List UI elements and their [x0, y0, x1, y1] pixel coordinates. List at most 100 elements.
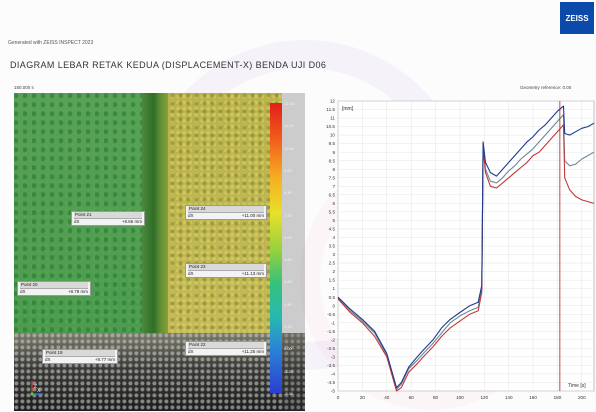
colorbar-background — [282, 93, 305, 411]
point-label-24[interactable]: Point 24 dX +11.00 mm — [185, 205, 267, 220]
y-tick-label: 6 — [332, 201, 335, 206]
x-tick-label: 160 — [529, 395, 537, 400]
point-name: Point 21 — [74, 212, 142, 219]
colorbar-tick: 0.00 — [284, 346, 292, 352]
y-tick-label: 10.5 — [326, 124, 335, 129]
x-tick-labels: 0 20 40 60 80 100 120 140 160 180 200 — [337, 395, 586, 400]
point-name: Point 20 — [20, 282, 88, 289]
point-label-22[interactable]: Point 22 dX +11.25 mm — [185, 341, 267, 356]
point-quantity: dX — [74, 219, 80, 224]
colorbar-tick: 12.00 — [284, 101, 295, 106]
y-tick-label: -0.5 — [327, 312, 335, 317]
point-value: +11.25 mm — [241, 349, 264, 354]
x-tick-label: 180 — [554, 395, 562, 400]
x-tick-label: 40 — [384, 395, 390, 400]
colorbar-tick: 1.20 — [284, 324, 292, 330]
y-tick-label: -2.5 — [327, 346, 335, 351]
y-tick-label: 2.5 — [329, 261, 336, 266]
y-tick-label: 11 — [330, 116, 335, 121]
point-name: Point 22 — [188, 342, 264, 349]
y-tick-label: 5 — [332, 218, 335, 223]
y-tick-label: 11.5 — [326, 107, 335, 112]
x-tick-label: 20 — [360, 395, 366, 400]
y-tick-label: 2 — [332, 269, 335, 274]
y-tick-label: 8 — [332, 167, 335, 172]
point-value: +11.13 mm — [241, 271, 264, 276]
y-tick-label: 3.5 — [329, 244, 336, 249]
y-tick-label: 10 — [330, 133, 336, 138]
x-tick-label: 120 — [480, 395, 488, 400]
colorbar-tick: 10.80 — [284, 145, 295, 151]
y-tick-label: 6.5 — [329, 192, 336, 197]
generated-with-text: Generated with ZEISS INSPECT 2023 — [8, 40, 94, 46]
series-line — [337, 114, 595, 390]
dic-image-panel[interactable]: 12.00 11.40 10.80 9.60 8.40 7.20 6.00 4.80 3.60 2… — [14, 93, 305, 411]
y-tick-label: 9 — [332, 150, 335, 155]
colorbar — [270, 103, 282, 393]
point-quantity: dX — [188, 213, 194, 218]
colorbar-tick: -1.20 — [284, 368, 294, 374]
page-title: DIAGRAM LEBAR RETAK KEDUA (DISPLACEMENT-… — [10, 60, 327, 70]
colorbar-tick: 9.60 — [284, 167, 292, 173]
y-tick-label: -1.5 — [327, 329, 335, 334]
x-tick-label: 60 — [409, 395, 415, 400]
point-quantity: dX — [188, 349, 194, 354]
series-line — [337, 105, 595, 389]
y-tick-label: 5.5 — [329, 209, 336, 214]
y-tick-label: 4 — [332, 235, 335, 240]
x-tick-label: 80 — [433, 395, 439, 400]
crack-line — [142, 93, 168, 338]
stage-label: 180.000 s — [14, 85, 34, 90]
y-tick-label: -3.5 — [327, 363, 335, 368]
x-tick-label: 140 — [505, 395, 513, 400]
point-label-23[interactable]: Point 23 dX +11.13 mm — [185, 263, 267, 278]
zeiss-logo: ZEISS — [560, 2, 594, 34]
colorbar-tick: 4.80 — [284, 257, 292, 263]
series-group — [337, 105, 595, 392]
point-name: Point 24 — [188, 206, 264, 213]
point-label-21[interactable]: Point 21 dX +8.66 mm — [71, 211, 145, 226]
point-label-19[interactable]: Point 19 dX +8.77 mm — [42, 349, 118, 364]
point-name: Point 19 — [45, 350, 115, 357]
point-quantity: dX — [188, 271, 194, 276]
y-tick-label: -5 — [331, 389, 336, 394]
y-tick-label: 1.5 — [329, 278, 336, 283]
y-tick-label: -3 — [331, 354, 336, 359]
colorbar-tick: 8.40 — [284, 190, 292, 196]
y-tick-label: 12 — [330, 99, 336, 104]
y-tick-label: 3 — [332, 252, 335, 257]
colorbar-tick: 6.00 — [284, 234, 292, 240]
y-tick-labels: 1211.51110.5109.598.587.576.565.554.543.… — [326, 99, 335, 394]
colorbar-tick: 3.60 — [284, 279, 292, 285]
point-value: +8.78 mm — [67, 289, 88, 294]
point-quantity: dX — [20, 289, 26, 294]
y-tick-label: 0.5 — [329, 295, 336, 300]
colorbar-tick: -2.40 — [284, 391, 294, 396]
y-tick-label: -1 — [331, 320, 336, 325]
displacement-chart[interactable]: 1211.51110.5109.598.587.576.565.554.543.… — [310, 93, 596, 412]
colorbar-tick: 7.20 — [284, 212, 292, 218]
geometry-reference-label: Geometry reference: 0.00 — [520, 85, 572, 90]
point-quantity: dX — [45, 357, 51, 362]
y-tick-label: 0 — [332, 303, 335, 308]
y-tick-label: -2 — [331, 337, 336, 342]
x-tick-label: 100 — [456, 395, 464, 400]
grid-lines — [337, 100, 594, 392]
y-tick-label: -4.5 — [327, 380, 335, 385]
y-tick-label: 8.5 — [329, 158, 336, 163]
y-tick-label: 4.5 — [329, 227, 336, 232]
colorbar-tick: 11.40 — [284, 123, 294, 129]
series-line — [337, 124, 595, 392]
point-value: +8.66 mm — [121, 219, 142, 224]
x-axis-label: Time [s] — [568, 383, 586, 389]
coordinate-axes-icon: Z X — [30, 381, 43, 396]
point-value: +11.00 mm — [241, 213, 264, 218]
point-label-20[interactable]: Point 20 dX +8.78 mm — [17, 281, 91, 296]
y-tick-label: 7 — [332, 184, 335, 189]
point-value: +8.77 mm — [94, 357, 115, 362]
y-tick-label: -4 — [331, 372, 336, 377]
y-tick-label: 1 — [332, 286, 335, 291]
y-tick-label: 7.5 — [329, 175, 336, 180]
point-name: Point 23 — [188, 264, 264, 271]
y-unit-label: [mm] — [342, 106, 354, 112]
